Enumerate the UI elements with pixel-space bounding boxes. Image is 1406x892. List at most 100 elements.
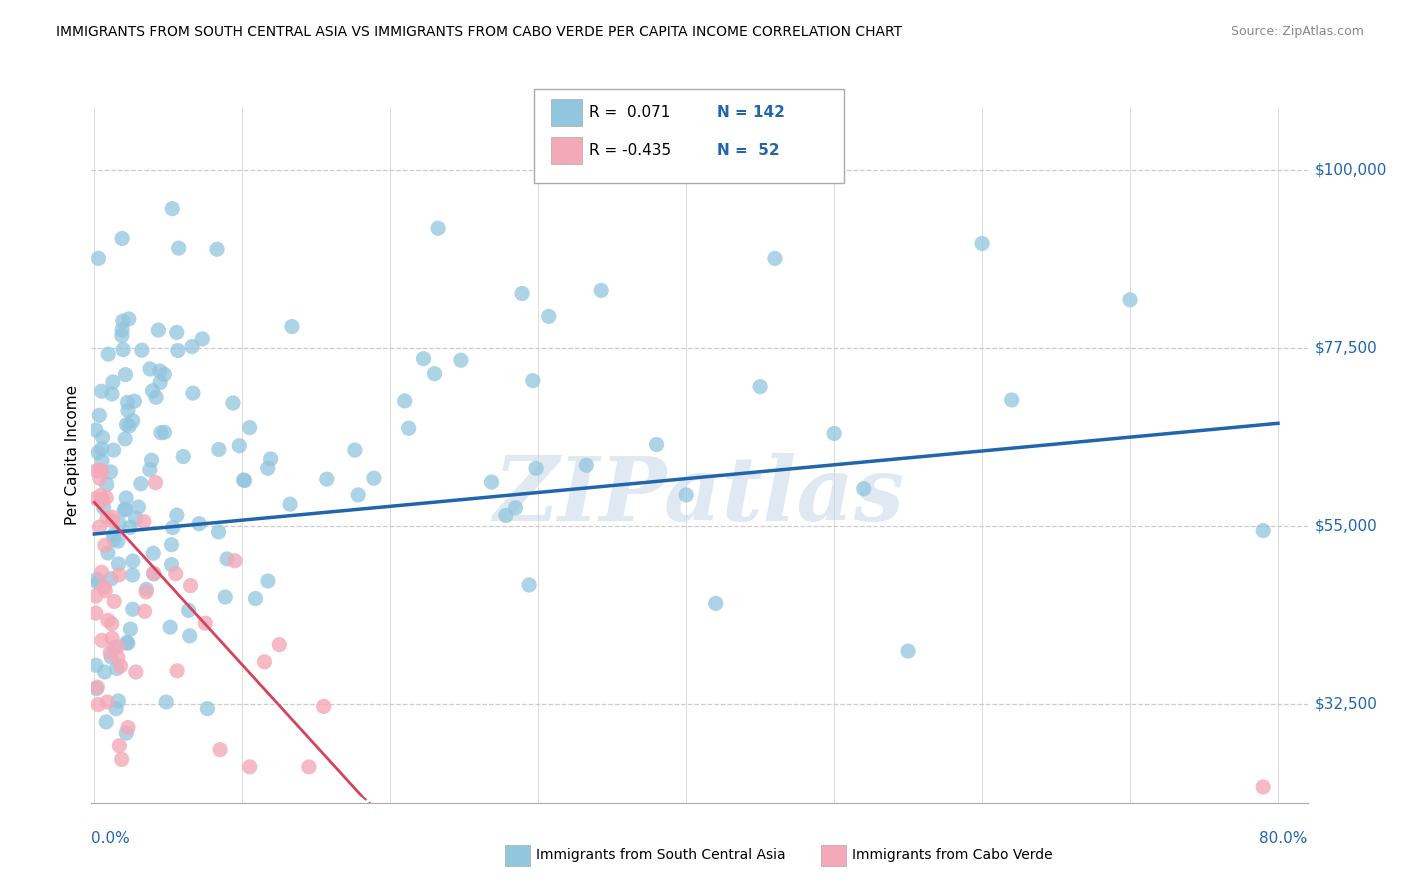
Point (142, 566, 165, 581)
Point (111, 328, 134, 343)
Point (117, 721, 139, 735)
Text: 80.0%: 80.0% (1260, 831, 1308, 847)
Point (165, 566, 187, 581)
Point (107, 694, 129, 708)
Point (162, 202, 184, 216)
Point (423, 367, 446, 381)
Point (89, 464, 111, 478)
Point (505, 500, 527, 515)
Point (112, 343, 135, 357)
Point (1251, 780, 1274, 794)
Point (214, 590, 236, 604)
Point (118, 418, 141, 433)
Point (110, 659, 132, 673)
Point (166, 664, 188, 678)
Point (86, 681, 108, 696)
Point (142, 546, 165, 560)
Point (1251, 524, 1274, 538)
Point (481, 475, 503, 489)
Point (142, 566, 165, 581)
Point (115, 491, 138, 505)
Point (104, 640, 127, 655)
Point (575, 458, 598, 473)
Point (98, 646, 121, 660)
Point (253, 655, 276, 669)
Point (522, 374, 544, 388)
Point (108, 516, 131, 531)
Point (90, 488, 112, 502)
Point (141, 384, 163, 398)
Point (510, 286, 533, 301)
Point (281, 319, 304, 334)
Point (112, 503, 135, 517)
Point (89, 471, 111, 485)
Text: $32,500: $32,500 (1315, 697, 1378, 712)
Point (180, 579, 202, 593)
Point (94, 538, 117, 552)
Point (101, 510, 124, 524)
Point (312, 699, 335, 714)
Point (162, 521, 184, 535)
Point (131, 343, 153, 358)
Point (91, 633, 114, 648)
Point (160, 558, 183, 572)
Point (145, 390, 167, 404)
Point (704, 596, 727, 610)
Point (537, 310, 560, 324)
Point (675, 488, 697, 502)
Point (245, 591, 267, 606)
Text: Source: ZipAtlas.com: Source: ZipAtlas.com (1230, 25, 1364, 38)
Point (94, 583, 117, 598)
Point (124, 511, 146, 525)
Point (269, 638, 291, 652)
Point (315, 472, 337, 486)
Point (181, 386, 204, 401)
Point (105, 661, 128, 675)
Point (120, 622, 142, 636)
Point (207, 524, 229, 539)
Point (159, 620, 181, 634)
Point (1119, 293, 1142, 307)
Point (139, 463, 162, 477)
Point (87, 445, 110, 459)
Point (107, 557, 129, 571)
Point (108, 739, 131, 753)
Point (135, 582, 157, 597)
Point (524, 461, 547, 475)
Point (197, 701, 219, 715)
Text: $55,000: $55,000 (1315, 518, 1378, 533)
Point (217, 552, 239, 566)
Point (645, 437, 668, 451)
Point (86, 464, 108, 478)
Point (177, 603, 200, 617)
Point (87, 575, 110, 590)
Point (91, 493, 114, 508)
Point (118, 312, 141, 326)
Point (90, 384, 112, 399)
Point (103, 443, 125, 458)
Point (101, 616, 124, 631)
Point (114, 432, 136, 446)
Point (166, 326, 188, 340)
Point (145, 475, 167, 490)
Point (84, 491, 107, 506)
Point (96, 695, 118, 709)
Point (100, 572, 122, 586)
Point (89, 520, 111, 534)
Point (103, 533, 125, 547)
Point (167, 241, 190, 255)
Point (107, 640, 129, 654)
Point (149, 425, 172, 440)
Point (191, 332, 214, 346)
Point (208, 442, 231, 457)
Point (233, 474, 256, 488)
Point (166, 343, 188, 358)
Point (166, 508, 188, 522)
Point (97, 613, 120, 627)
Point (347, 488, 370, 502)
Point (103, 528, 125, 542)
Text: IMMIGRANTS FROM SOUTH CENTRAL ASIA VS IMMIGRANTS FROM CABO VERDE PER CAPITA INCO: IMMIGRANTS FROM SOUTH CENTRAL ASIA VS IM… (56, 25, 903, 39)
Point (239, 760, 262, 774)
Point (111, 323, 134, 337)
Point (256, 461, 278, 475)
